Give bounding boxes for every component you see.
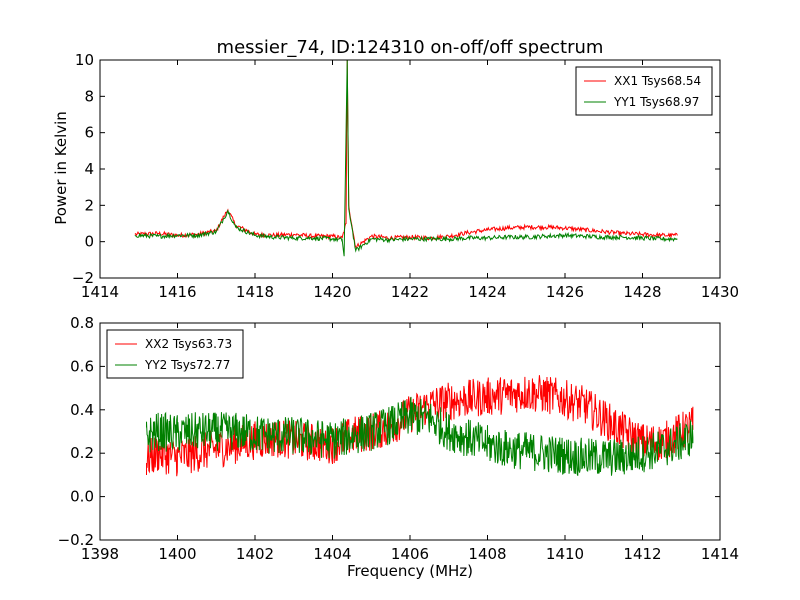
x-tick-label: 1398 xyxy=(81,545,119,563)
series-line-yy2 xyxy=(146,396,694,476)
y-tick-label: 10 xyxy=(75,51,94,69)
y-tick-label: −2 xyxy=(72,269,94,287)
top-spectrum-panel: Power in Kelvin 1414 1416 1418 1420 1422 1424… xyxy=(52,51,739,301)
legend-box xyxy=(106,329,244,379)
legend-entry: YY1 Tsys68.97 xyxy=(613,95,699,109)
y-tick-label: 8 xyxy=(84,87,94,105)
legend-entry: XX2 Tsys63.73 xyxy=(145,337,232,351)
x-tick-label: 1424 xyxy=(468,283,506,301)
legend-entry: YY2 Tsys72.77 xyxy=(144,358,230,372)
x-tick-label: 1412 xyxy=(623,545,661,563)
bottom-spectrum-panel: Frequency (MHz) 1398 1400 1402 1404 1406 1408… xyxy=(58,314,740,580)
series-line-xx1 xyxy=(134,60,678,248)
y-tick-label: −0.2 xyxy=(58,531,94,549)
x-tick-label: 1406 xyxy=(391,545,429,563)
x-tick-label: 1430 xyxy=(701,283,739,301)
x-tick-label: 1402 xyxy=(236,545,274,563)
x-tick-label: 1408 xyxy=(468,545,506,563)
series-line-xx2 xyxy=(146,375,694,477)
x-tick-label: 1426 xyxy=(546,283,584,301)
x-tick-label: 1410 xyxy=(546,545,584,563)
y-tick-label: 0.8 xyxy=(70,314,94,332)
y-tick-label: 0.4 xyxy=(70,401,94,419)
y-tick-label: 0.0 xyxy=(70,488,94,506)
y-tick-label: 4 xyxy=(84,160,94,178)
x-tick-label: 1428 xyxy=(623,283,661,301)
x-tick-label: 1414 xyxy=(81,283,119,301)
legend-entry: XX1 Tsys68.54 xyxy=(614,74,701,88)
top-y-axis-label: Power in Kelvin xyxy=(52,111,70,225)
x-tick-label: 1416 xyxy=(158,283,196,301)
y-tick-label: 0.2 xyxy=(70,444,94,462)
x-tick-label: 1420 xyxy=(313,283,351,301)
series-line-yy1 xyxy=(134,60,678,257)
y-tick-label: 0.6 xyxy=(70,357,94,375)
y-tick-label: 2 xyxy=(84,196,94,214)
bottom-x-axis-label: Frequency (MHz) xyxy=(347,562,473,580)
x-tick-label: 1418 xyxy=(236,283,274,301)
y-tick-label: 0 xyxy=(84,233,94,251)
y-tick-label: 6 xyxy=(84,124,94,142)
x-tick-label: 1414 xyxy=(701,545,739,563)
x-tick-label: 1400 xyxy=(158,545,196,563)
chart-title: messier_74, ID:124310 on-off/off spectru… xyxy=(217,37,604,58)
x-tick-label: 1404 xyxy=(313,545,351,563)
legend-box xyxy=(575,66,713,116)
x-tick-label: 1422 xyxy=(391,283,429,301)
